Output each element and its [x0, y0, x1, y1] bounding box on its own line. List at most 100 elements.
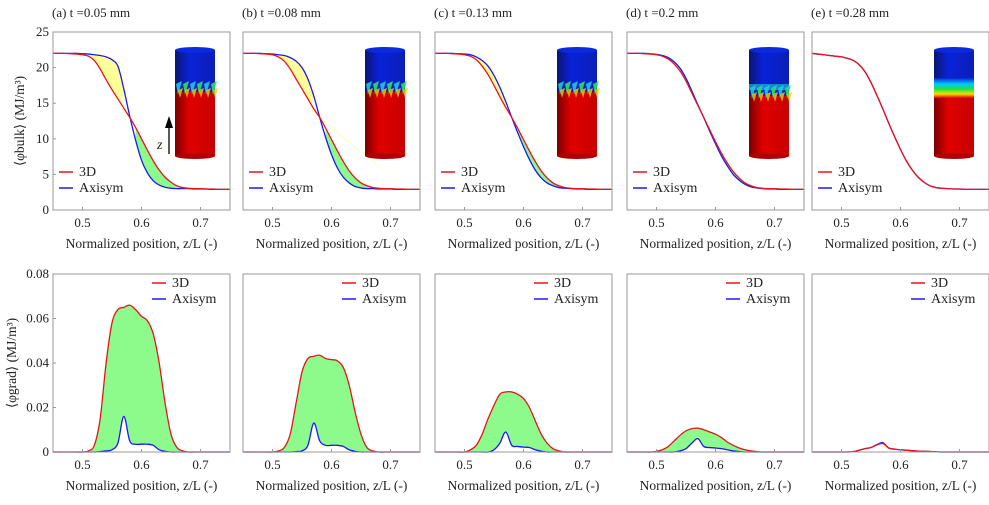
z-arrow-icon — [165, 116, 173, 128]
fill-difference — [53, 305, 230, 453]
cylinder-bottom-red — [175, 92, 215, 156]
series-3d-line — [53, 52, 230, 191]
fill-difference — [435, 391, 612, 453]
interface-streak — [752, 92, 757, 102]
cylinder-base — [934, 153, 974, 159]
y-tick-label: 25 — [36, 24, 49, 39]
legend-label-axisym: Axisym — [79, 181, 123, 196]
panel-title: (c) t =0.13 mm — [434, 5, 512, 20]
panel-a: z 0.5 0.6 0.7 0 5 10 15 20 25 ⟨φbulk⟩ (MJ/m³) Norma… — [12, 5, 231, 251]
panel-c: 0.5 0.6 0.7 Normalized position, z/L (-) (c)… — [434, 5, 613, 251]
x-tick-label: 0.6 — [707, 457, 724, 472]
panel-e-bottom: 0.5 0.6 0.7 Normalized position, z/L (-) 3DA… — [811, 273, 989, 493]
legend-label-3d: 3D — [838, 165, 855, 180]
y-tick-label: 10 — [36, 131, 49, 146]
panel-a-bottom: 0.5 0.6 0.7 0 0.02 0.04 0.06 0.08 ⟨φgrad⟩ (MJ/m³… — [4, 266, 231, 493]
interface-streak — [572, 81, 578, 95]
x-axis-label: Normalized position, z/L (-) — [825, 478, 977, 493]
x-tick-label: 0.6 — [133, 457, 150, 472]
cylinder-inset — [934, 47, 974, 159]
cylinder-inset — [749, 47, 792, 159]
cylinder-base — [365, 153, 405, 159]
interface-streak — [204, 81, 210, 95]
interface-streak — [389, 88, 394, 98]
x-tick-label: 0.7 — [192, 457, 209, 472]
cylinder-bottom-red — [934, 92, 974, 156]
legend-label-axisym: Axisym — [362, 292, 406, 307]
panel-title: (b) t =0.08 mm — [242, 5, 321, 20]
interface-streak — [211, 81, 217, 95]
x-tick-label: 0.7 — [951, 457, 968, 472]
x-axis-label: Normalized position, z/L (-) — [448, 478, 600, 493]
x-tick-label: 0.6 — [515, 215, 532, 230]
cylinder-top-blue — [175, 50, 215, 92]
x-axis-label: Normalized position, z/L (-) — [448, 236, 600, 251]
z-axis-label: z — [156, 138, 163, 153]
cylinder-base — [557, 153, 597, 159]
interface-streak — [199, 88, 204, 98]
cylinder-cap — [749, 47, 789, 53]
interface-streak — [787, 92, 792, 102]
interface-streak — [387, 81, 393, 95]
x-tick-label: 0.6 — [323, 215, 340, 230]
interface-streak — [586, 81, 592, 95]
interface-streak — [380, 81, 386, 95]
x-tick-label: 0.5 — [456, 215, 472, 230]
cylinder-base — [175, 153, 215, 159]
panel-b-bottom: 0.5 0.6 0.7 Normalized position, z/L (-) 3DA… — [242, 273, 421, 493]
cylinder-cap — [365, 47, 405, 53]
interface-streak — [588, 88, 593, 98]
cylinder-bottom-red — [365, 92, 405, 156]
y-tick-label: 5 — [43, 166, 50, 181]
x-axis-label: Normalized position, z/L (-) — [66, 478, 218, 493]
interface-streak — [567, 88, 572, 98]
legend-label-3d: 3D — [79, 165, 96, 180]
panel-d-bottom: 0.5 0.6 0.7 Normalized position, z/L (-) 3DA… — [626, 273, 805, 493]
interface-streak — [382, 88, 387, 98]
fill-difference — [627, 428, 804, 453]
interface-diffuse — [749, 84, 789, 90]
interface-streak — [176, 81, 182, 95]
x-axis-label: Normalized position, z/L (-) — [640, 236, 792, 251]
panel-c-bottom: 0.5 0.6 0.7 Normalized position, z/L (-) 3DA… — [434, 273, 613, 493]
x-tick-label: 0.6 — [515, 457, 532, 472]
x-axis-label: Normalized position, z/L (-) — [640, 478, 792, 493]
y-tick-label: 0 — [43, 444, 50, 459]
interface-streak — [373, 81, 379, 95]
legend-label-axisym: Axisym — [269, 181, 313, 196]
x-tick-label: 0.6 — [133, 215, 150, 230]
cylinder-bottom-red — [557, 92, 597, 156]
x-tick-label: 0.5 — [456, 457, 472, 472]
legend-label-3d: 3D — [362, 276, 379, 291]
series-3d-line — [435, 52, 612, 191]
x-tick-label: 0.7 — [382, 457, 399, 472]
cylinder-top-blue — [365, 50, 405, 92]
y-tick-label: 20 — [36, 60, 49, 75]
cylinder-inset — [175, 47, 218, 159]
fill-3d-above — [325, 128, 403, 190]
panel-d: 0.5 0.6 0.7 Normalized position, z/L (-) (d)… — [626, 5, 805, 251]
x-tick-label: 0.5 — [74, 215, 90, 230]
interface-streak — [595, 88, 600, 98]
legend-label-3d: 3D — [461, 165, 478, 180]
interface-streak — [565, 81, 571, 95]
cylinder-cap — [175, 47, 215, 53]
x-tick-label: 0.7 — [574, 457, 591, 472]
interface-streak — [197, 81, 203, 95]
legend-label-axisym: Axisym — [554, 292, 598, 307]
interface-streak — [574, 88, 579, 98]
interface-streak — [560, 88, 565, 98]
legend-label-axisym: Axisym — [931, 292, 975, 307]
x-axis-label: Normalized position, z/L (-) — [66, 236, 218, 251]
panel-title: (a) t =0.05 mm — [52, 5, 130, 20]
legend-label-3d: 3D — [269, 165, 286, 180]
panel-b: 0.5 0.6 0.7 Normalized position, z/L (-) (b)… — [242, 5, 421, 251]
legend-label-3d: 3D — [746, 276, 763, 291]
panel-title: (e) t =0.28 mm — [811, 5, 889, 20]
legend-label-axisym: Axisym — [838, 181, 882, 196]
cylinder-cap — [557, 47, 597, 53]
x-tick-label: 0.7 — [382, 215, 399, 230]
legend-label-3d: 3D — [172, 276, 189, 291]
interface-streak — [759, 92, 764, 102]
x-tick-label: 0.7 — [766, 215, 783, 230]
